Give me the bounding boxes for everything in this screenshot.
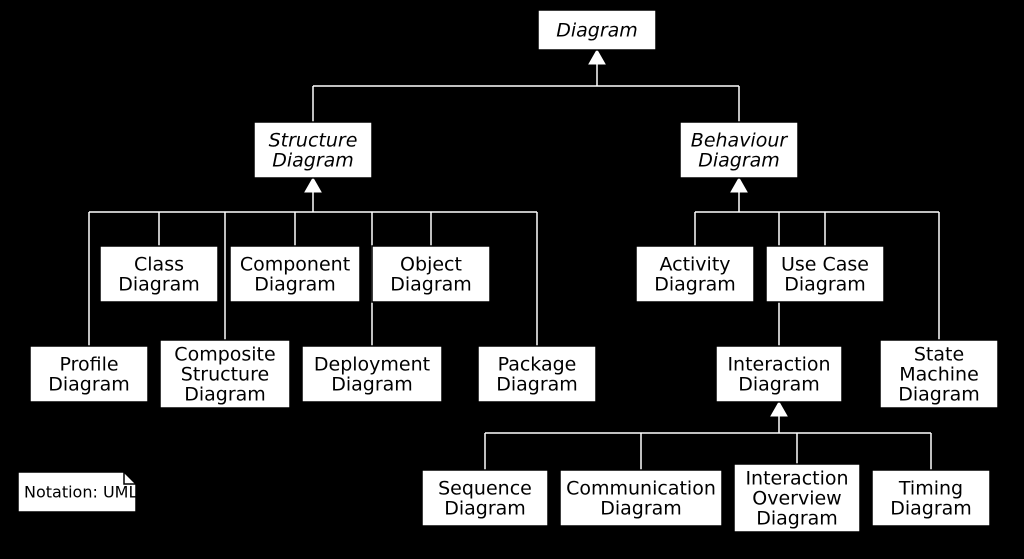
node-interaction-label-1: Diagram: [738, 374, 820, 396]
arrowhead-structure: [305, 178, 321, 192]
node-deployment-label-1: Diagram: [331, 374, 413, 396]
node-class-label-1: Diagram: [118, 274, 200, 296]
arrowhead-root: [589, 50, 605, 64]
node-structure: StructureDiagram: [254, 122, 372, 178]
uml-note: Notation: UML: [18, 472, 137, 512]
node-deployment: DeploymentDiagram: [302, 346, 442, 402]
node-timing-label-0: Timing: [898, 478, 963, 500]
node-composite: CompositeStructureDiagram: [160, 340, 290, 408]
node-intoverview-label-2: Diagram: [756, 508, 838, 530]
arrowhead-behaviour: [731, 178, 747, 192]
node-profile-label-1: Diagram: [48, 374, 130, 396]
node-usecase-label-0: Use Case: [781, 254, 869, 276]
node-class-label-0: Class: [134, 254, 184, 276]
uml-hierarchy-diagram: DiagramStructureDiagramBehaviourDiagramC…: [0, 0, 1024, 559]
node-object: ObjectDiagram: [372, 246, 490, 302]
node-package-label-0: Package: [498, 354, 577, 376]
node-profile: ProfileDiagram: [30, 346, 148, 402]
node-root-label-0: Diagram: [556, 20, 638, 42]
node-communication: CommunicationDiagram: [560, 470, 722, 526]
node-state: StateMachineDiagram: [880, 340, 998, 408]
node-state-label-1: Machine: [899, 364, 979, 386]
node-object-label-1: Diagram: [390, 274, 472, 296]
node-component: ComponentDiagram: [230, 246, 360, 302]
node-intoverview: InteractionOverviewDiagram: [734, 464, 860, 532]
node-structure-label-1: Diagram: [272, 150, 354, 172]
node-timing: TimingDiagram: [872, 470, 990, 526]
node-component-label-1: Diagram: [254, 274, 336, 296]
node-communication-label-0: Communication: [566, 478, 716, 500]
node-activity-label-1: Diagram: [654, 274, 736, 296]
node-root: Diagram: [538, 10, 656, 50]
node-package: PackageDiagram: [478, 346, 596, 402]
node-interaction-label-0: Interaction: [727, 354, 830, 376]
node-intoverview-label-1: Overview: [752, 488, 841, 510]
node-composite-label-1: Structure: [181, 364, 269, 386]
node-usecase-label-1: Diagram: [784, 274, 866, 296]
node-intoverview-label-0: Interaction: [745, 468, 848, 490]
uml-note-text: Notation: UML: [24, 483, 137, 502]
node-class: ClassDiagram: [100, 246, 218, 302]
arrowhead-interaction: [771, 402, 787, 416]
node-package-label-1: Diagram: [496, 374, 578, 396]
node-behaviour: BehaviourDiagram: [680, 122, 798, 178]
node-object-label-0: Object: [400, 254, 462, 276]
node-activity-label-0: Activity: [659, 254, 730, 276]
node-sequence: SequenceDiagram: [422, 470, 548, 526]
node-state-label-0: State: [914, 344, 964, 366]
node-usecase: Use CaseDiagram: [766, 246, 884, 302]
node-behaviour-label-1: Diagram: [698, 150, 780, 172]
node-profile-label-0: Profile: [59, 354, 118, 376]
node-deployment-label-0: Deployment: [314, 354, 430, 376]
node-behaviour-label-0: Behaviour: [691, 130, 789, 152]
node-sequence-label-1: Diagram: [444, 498, 526, 520]
node-state-label-2: Diagram: [898, 384, 980, 406]
node-structure-label-0: Structure: [269, 130, 358, 152]
node-composite-label-2: Diagram: [184, 384, 266, 406]
node-composite-label-0: Composite: [174, 344, 275, 366]
node-communication-label-1: Diagram: [600, 498, 682, 520]
node-component-label-0: Component: [240, 254, 350, 276]
node-interaction: InteractionDiagram: [716, 346, 842, 402]
node-timing-label-1: Diagram: [890, 498, 972, 520]
node-sequence-label-0: Sequence: [438, 478, 532, 500]
node-activity: ActivityDiagram: [636, 246, 754, 302]
